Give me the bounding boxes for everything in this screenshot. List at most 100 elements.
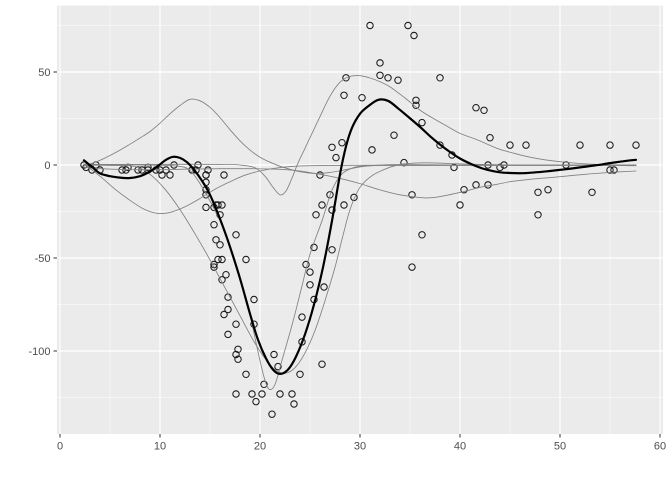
data-point <box>220 310 228 319</box>
data-point <box>232 390 240 398</box>
data-point <box>472 103 480 112</box>
curve-component-hump-late <box>83 75 637 196</box>
data-point <box>318 360 326 368</box>
x-axis-labels: 0 10 20 30 40 50 60 <box>57 441 666 453</box>
data-point <box>368 146 376 154</box>
data-point <box>242 370 250 379</box>
data-point <box>376 71 384 80</box>
data-point <box>534 188 542 197</box>
data-point <box>222 270 230 279</box>
data-point <box>218 255 226 264</box>
data-point <box>202 203 210 212</box>
y-tick-label: -50 <box>35 253 51 265</box>
curve-fitted-smooth <box>82 98 638 376</box>
data-point <box>166 171 174 179</box>
data-point <box>224 330 232 339</box>
data-point <box>522 141 530 149</box>
data-point <box>234 355 242 363</box>
data-point <box>342 74 350 82</box>
x-tick-label: 10 <box>154 441 166 453</box>
data-point <box>366 21 374 30</box>
data-point <box>610 166 618 174</box>
data-point <box>210 263 218 271</box>
data-point <box>408 191 416 199</box>
data-point <box>232 320 240 328</box>
data-point <box>312 211 320 219</box>
data-point <box>496 163 504 172</box>
data-point <box>170 161 178 169</box>
data-point <box>328 143 336 152</box>
data-point <box>632 141 640 149</box>
data-point <box>412 101 420 110</box>
data-point <box>358 93 366 102</box>
data-point <box>224 305 232 314</box>
curves <box>82 75 638 391</box>
data-point <box>318 201 326 209</box>
data-point <box>606 166 614 174</box>
data-point <box>460 185 468 194</box>
data-point <box>384 74 392 82</box>
data-point <box>534 211 542 219</box>
data-point <box>310 243 318 252</box>
data-point <box>588 188 596 197</box>
data-point <box>232 350 240 359</box>
data-point <box>418 118 426 127</box>
data-point <box>418 231 426 239</box>
data-point <box>274 362 282 371</box>
data-point <box>216 241 224 249</box>
data-point <box>250 295 258 304</box>
data-point <box>376 59 384 67</box>
data-point <box>450 163 458 172</box>
data-point <box>404 21 412 30</box>
data-point <box>410 31 418 40</box>
y-tick-label: 0 <box>44 160 50 172</box>
data-point <box>214 255 222 264</box>
data-point <box>220 171 228 179</box>
x-tick-label: 50 <box>554 441 566 453</box>
data-point <box>456 201 464 209</box>
data-point <box>260 380 268 389</box>
data-point <box>218 201 226 209</box>
axis-ticks <box>53 71 661 438</box>
x-tick-label: 40 <box>454 441 466 453</box>
data-point <box>350 193 358 202</box>
data-point <box>288 390 296 398</box>
data-point <box>194 161 202 169</box>
data-point <box>408 263 416 271</box>
data-point <box>248 390 256 398</box>
data-point <box>298 313 306 321</box>
data-point <box>326 191 334 199</box>
data-point <box>270 350 278 359</box>
data-point <box>202 171 210 179</box>
x-tick-label: 30 <box>354 441 366 453</box>
data-point <box>212 236 220 244</box>
y-tick-label: -100 <box>28 346 50 358</box>
data-point <box>436 74 444 82</box>
x-tick-label: 0 <box>57 441 63 453</box>
data-point <box>252 397 260 406</box>
data-point <box>204 166 212 174</box>
data-point <box>306 281 314 289</box>
data-point <box>234 345 242 354</box>
y-axis-labels: 50 0 -50 -100 <box>28 67 50 358</box>
curve-component-deep-dip <box>83 164 637 391</box>
data-point <box>290 400 298 408</box>
data-point <box>390 131 398 139</box>
curve-component-wide-dip <box>83 162 637 374</box>
data-point <box>606 141 614 149</box>
data-point <box>328 246 336 254</box>
data-point <box>544 185 552 194</box>
y-tick-label: 50 <box>38 67 50 79</box>
data-point <box>480 106 488 115</box>
data-point <box>332 153 340 162</box>
data-point <box>412 96 420 105</box>
x-tick-label: 20 <box>254 441 266 453</box>
data-point <box>306 268 314 276</box>
data-point <box>276 390 284 398</box>
data-point <box>268 410 276 418</box>
data-point <box>340 201 348 209</box>
data-point <box>436 141 444 149</box>
data-point <box>210 220 218 229</box>
